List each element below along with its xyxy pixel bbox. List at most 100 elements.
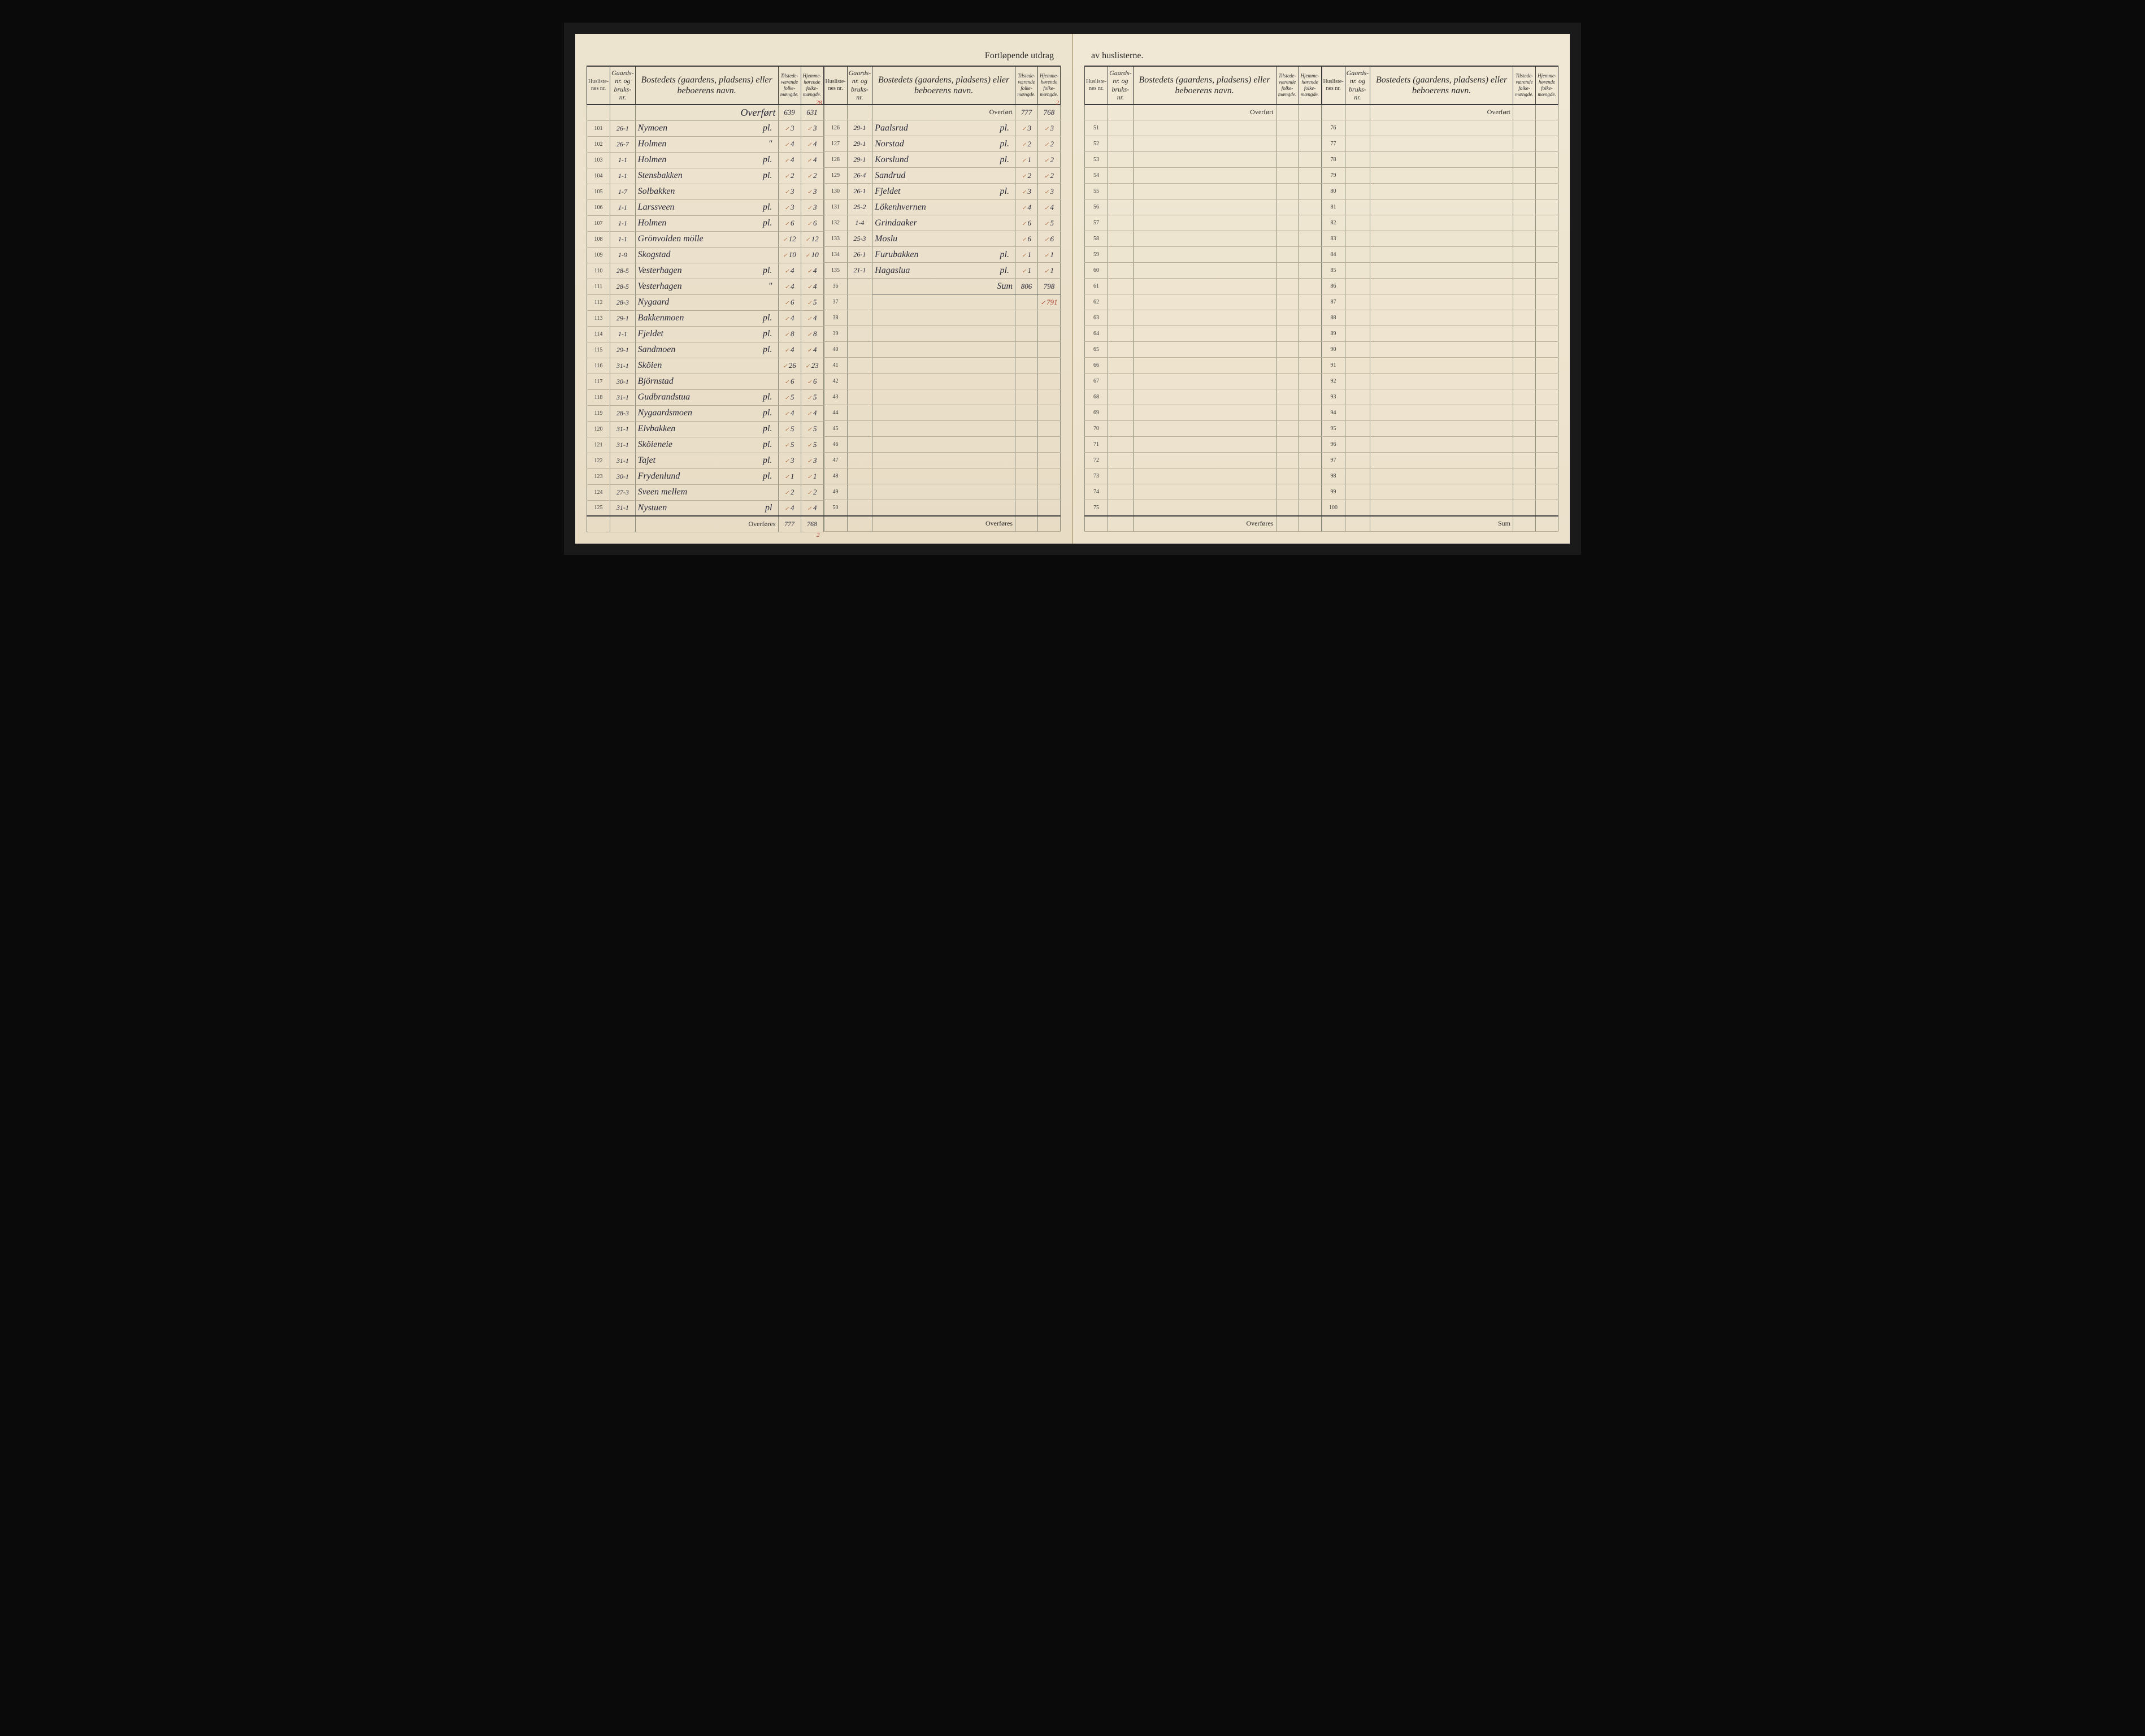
sum-label: Sum — [1370, 516, 1513, 532]
row-number: 85 — [1322, 263, 1345, 279]
place-name: Holmen" — [635, 136, 778, 152]
table-row-empty: 76 — [1322, 120, 1558, 136]
gaard-nr: 31-1 — [610, 437, 636, 453]
table-row: 11329-1Bakkenmoenpl.✓4✓4 — [587, 310, 824, 326]
carry-out-tilstede: 777 — [778, 516, 801, 532]
row-number: 76 — [1322, 120, 1345, 136]
table-row-empty: 99 — [1322, 484, 1558, 500]
place-name: Fjeldetpl. — [872, 184, 1015, 199]
place-name: Gudbrandstuapl. — [635, 389, 778, 405]
carry-out-row: Overføres — [824, 516, 1061, 532]
row-number: 134 — [824, 247, 847, 263]
tilstede-value: ✓4 — [778, 136, 801, 152]
table-row-empty: 62 — [1085, 294, 1322, 310]
col-husliste: Husliste-nes nr. — [824, 66, 847, 105]
col-name: Bostedets (gaardens, pladsens) eller beb… — [1133, 66, 1276, 105]
table-row-empty: 66 — [1085, 358, 1322, 374]
col-husliste: Husliste-nes nr. — [1322, 66, 1345, 105]
hjemme-value: ✓2 — [1038, 136, 1061, 152]
gaard-nr: 29-1 — [847, 152, 872, 168]
sum-hjemme: 798 — [1038, 279, 1061, 294]
place-suffix: pl. — [763, 171, 772, 181]
hjemme-value: ✓2 — [801, 484, 823, 500]
place-suffix: pl. — [1000, 123, 1009, 133]
table-row-empty: 40 — [824, 342, 1061, 358]
row-number: 100 — [1322, 500, 1345, 516]
place-name: Stensbakkenpl. — [635, 168, 778, 184]
gaard-nr: 28-3 — [610, 294, 636, 310]
row-number: 86 — [1322, 279, 1345, 294]
row-number: 84 — [1322, 247, 1345, 263]
col-hjemme: Hjemme-hørende folke-mængde. — [1536, 66, 1558, 105]
place-name: Nygaard — [635, 294, 778, 310]
row-number: 104 — [587, 168, 610, 184]
table-row-empty: 91 — [1322, 358, 1558, 374]
row-number: 49 — [824, 484, 847, 500]
gaard-nr: 31-1 — [610, 421, 636, 437]
carry-in-row: Overført — [1085, 105, 1322, 120]
gaard-nr: 29-1 — [610, 342, 636, 358]
row-number: 89 — [1322, 326, 1345, 342]
gaard-nr: 27-3 — [610, 484, 636, 500]
tilstede-value: ✓4 — [778, 405, 801, 421]
tilstede-value: ✓4 — [778, 263, 801, 279]
place-suffix: pl. — [763, 424, 772, 434]
table-row: 10126-1Nymoenpl.✓3✓3 — [587, 120, 824, 136]
hjemme-value: ✓4 — [801, 279, 823, 294]
table-row-empty: 83 — [1322, 231, 1558, 247]
header-row: Husliste-nes nr. Gaards-nr. og bruks-nr.… — [824, 66, 1061, 105]
table-row-empty: 53 — [1085, 152, 1322, 168]
hjemme-value: ✓1 — [1038, 263, 1061, 279]
table-row: 13125-2Lökenhvernen✓4✓4 — [824, 199, 1061, 215]
table-row: 12131-1Sköieneiepl.✓5✓5 — [587, 437, 824, 453]
hjemme-value: ✓3 — [801, 453, 823, 468]
row-number: 55 — [1085, 184, 1108, 199]
gaard-nr: 25-2 — [847, 199, 872, 215]
table-row-empty: 56 — [1085, 199, 1322, 215]
table-row-empty: 70 — [1085, 421, 1322, 437]
table-row-empty: 72 — [1085, 453, 1322, 468]
gaard-nr: 31-1 — [610, 453, 636, 468]
row-number: 109 — [587, 247, 610, 263]
table-row-empty: 93 — [1322, 389, 1558, 405]
tilstede-value: ✓4 — [1015, 199, 1038, 215]
sum-tilstede: 806 — [1015, 279, 1038, 294]
hjemme-value: ✓6 — [801, 374, 823, 389]
table-row: 1061-1Larssveenpl.✓3✓3 — [587, 199, 824, 215]
carry-in-row: Overført 639 63128 — [587, 105, 824, 121]
row-number: 91 — [1322, 358, 1345, 374]
place-name: Grindaaker — [872, 215, 1015, 231]
table-row-empty: 84 — [1322, 247, 1558, 263]
row-number: 112 — [587, 294, 610, 310]
sum-row: 36Sum806798 — [824, 279, 1061, 294]
place-name: Nygaardsmoenpl. — [635, 405, 778, 421]
row-number: 82 — [1322, 215, 1345, 231]
row-number: 75 — [1085, 500, 1108, 516]
place-suffix: pl. — [763, 408, 772, 418]
carry-out-hjemme: 7682 — [801, 516, 823, 532]
row-number: 38 — [824, 310, 847, 326]
row-number: 46 — [824, 437, 847, 453]
table-row-empty: 74 — [1085, 484, 1322, 500]
gaard-nr: 29-1 — [847, 120, 872, 136]
gaard-nr: 29-1 — [847, 136, 872, 152]
table-row: 1031-1Holmenpl.✓4✓4 — [587, 152, 824, 168]
place-suffix: pl. — [763, 123, 772, 133]
tilstede-value: ✓2 — [1015, 168, 1038, 184]
table-block-b: Husliste-nes nr. Gaards-nr. og bruks-nr.… — [824, 66, 1061, 532]
table-row: 1081-1Grönvolden mölle✓12✓12 — [587, 231, 824, 247]
gaard-nr: 31-1 — [610, 358, 636, 374]
table-row-empty: 82 — [1322, 215, 1558, 231]
carry-in-row: Overført 777 7682 — [824, 105, 1061, 120]
table-row-empty: 52 — [1085, 136, 1322, 152]
hjemme-value: ✓3 — [1038, 120, 1061, 136]
overfores-label: Overføres — [1133, 516, 1276, 532]
row-number: 135 — [824, 263, 847, 279]
place-name: Hagasluapl. — [872, 263, 1015, 279]
row-number: 126 — [824, 120, 847, 136]
gaard-nr: 1-1 — [610, 199, 636, 215]
place-suffix: pl. — [763, 440, 772, 450]
red-correction-row: 37✓791 — [824, 294, 1061, 310]
gaard-nr: 1-9 — [610, 247, 636, 263]
hjemme-value: ✓3 — [1038, 184, 1061, 199]
